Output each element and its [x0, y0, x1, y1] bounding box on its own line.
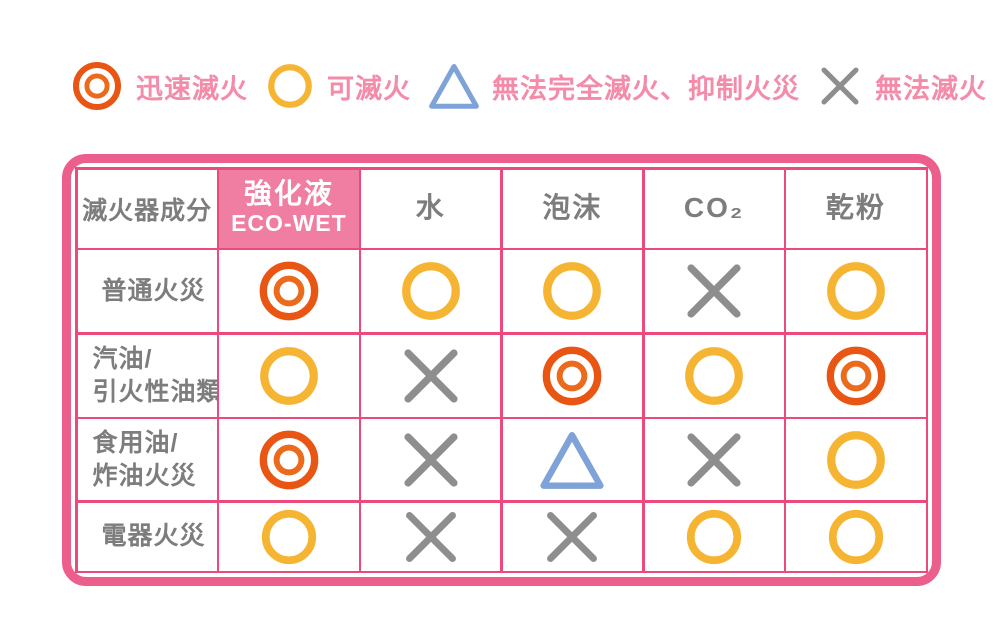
column-header-line2: ECO-WET: [231, 210, 347, 237]
row-label-line1: 食用油/: [92, 429, 179, 457]
circle-icon: [398, 258, 464, 324]
result-cell: [502, 250, 642, 332]
circle-icon: [539, 258, 605, 324]
row-label-electrical-fire: 電器火災: [77, 502, 217, 571]
cross-icon: [817, 63, 863, 109]
row-label-line1: 普通火災: [101, 276, 206, 305]
result-cell: [361, 334, 501, 417]
column-header-eco-wet: 強化液 ECO-WET: [219, 169, 359, 248]
result-cell: [786, 250, 926, 332]
column-header-water: 水: [361, 169, 501, 248]
circle-icon: [256, 343, 322, 409]
double-circle-icon: [256, 427, 322, 493]
result-cell: [502, 502, 642, 571]
result-cell: [219, 334, 359, 417]
result-cell: [361, 250, 501, 332]
legend-item-partial-extinguish: 無法完全滅火、抑制火災: [428, 60, 800, 112]
legend-label: 可滅火: [327, 73, 411, 104]
cross-icon: [400, 506, 462, 568]
column-header-dry-powder: 乾粉: [786, 169, 926, 248]
legend-item-can-extinguish: 可滅火: [265, 61, 411, 111]
result-cell: [219, 502, 359, 571]
cross-icon: [398, 343, 464, 409]
double-circle-icon: [256, 258, 322, 324]
legend-label: 迅速滅火: [136, 73, 248, 104]
legend-item-cannot-extinguish: 無法滅火: [817, 63, 987, 109]
result-cell: [644, 502, 784, 571]
cross-icon: [681, 427, 747, 493]
circle-icon: [681, 343, 747, 409]
double-circle-icon: [539, 343, 605, 409]
row-label-line2: 炸油火災: [92, 461, 197, 490]
triangle-icon: [428, 60, 480, 112]
column-header-line1: 水: [415, 192, 446, 224]
result-cell: [502, 419, 642, 500]
circle-icon: [823, 427, 889, 493]
result-cell: [219, 419, 359, 500]
table-grid: 滅火器成分 強化液 ECO-WET 水 泡沫 CO₂ 乾粉: [75, 167, 928, 573]
result-cell: [644, 334, 784, 417]
result-cell: [786, 502, 926, 571]
corner-header-cell: 滅火器成分: [77, 169, 217, 248]
result-cell: [361, 419, 501, 500]
row-label-ordinary-fire: 普通火災: [77, 250, 217, 332]
result-cell: [361, 502, 501, 571]
circle-icon: [683, 506, 745, 568]
comparison-table: 滅火器成分 強化液 ECO-WET 水 泡沫 CO₂ 乾粉: [62, 154, 941, 586]
cross-icon: [398, 427, 464, 493]
legend-label: 無法滅火: [875, 73, 987, 104]
result-cell: [644, 250, 784, 332]
column-header-line1: CO₂: [683, 192, 745, 224]
result-cell: [786, 419, 926, 500]
legend-item-rapid-extinguish: 迅速滅火: [70, 59, 248, 113]
row-label-gasoline-oils: 汽油/ 引火性油類: [77, 334, 217, 417]
double-circle-icon: [823, 343, 889, 409]
triangle-icon: [539, 427, 605, 493]
circle-icon: [265, 61, 315, 111]
circle-icon: [825, 506, 887, 568]
result-cell: [219, 250, 359, 332]
circle-icon: [258, 506, 320, 568]
row-label-line1: 電器火災: [101, 522, 206, 551]
column-header-foam: 泡沫: [502, 169, 642, 248]
legend-label: 無法完全滅火、抑制火災: [492, 73, 800, 104]
column-header-line1: 乾粉: [825, 192, 886, 224]
legend: 迅速滅火 可滅火 無法完全滅火、抑制火災 無法滅火: [70, 56, 987, 116]
row-label-line1: 汽油/: [92, 345, 153, 373]
column-header-co2: CO₂: [644, 169, 784, 248]
column-header-line1: 強化液: [243, 178, 334, 210]
result-cell: [502, 334, 642, 417]
cross-icon: [681, 258, 747, 324]
double-circle-icon: [70, 59, 124, 113]
column-header-line1: 泡沫: [542, 192, 603, 224]
row-label-cooking-oil-fire: 食用油/ 炸油火災: [77, 419, 217, 500]
circle-icon: [823, 258, 889, 324]
result-cell: [644, 419, 784, 500]
row-label-line2: 引火性油類: [92, 377, 217, 406]
result-cell: [786, 334, 926, 417]
cross-icon: [541, 506, 603, 568]
